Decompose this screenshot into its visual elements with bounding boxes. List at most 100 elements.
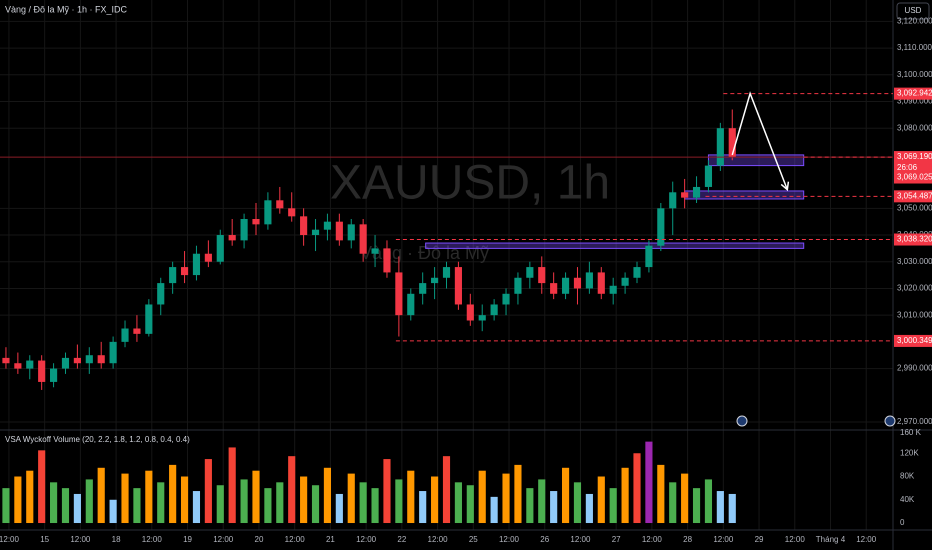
x-tick-label: 15 <box>40 535 49 544</box>
candle-body <box>2 357 10 364</box>
candle-body <box>264 200 272 225</box>
level-label: 3,092.942 <box>897 89 932 98</box>
x-tick-label: 19 <box>183 535 192 544</box>
volume-tick-label: 40K <box>900 495 915 504</box>
candle-body <box>228 235 236 241</box>
candle-body <box>145 304 153 334</box>
volume-tick-label: 160 K <box>900 428 922 437</box>
volume-bar <box>526 488 534 524</box>
volume-bar <box>490 496 498 524</box>
volume-bar <box>133 488 141 524</box>
volume-bar <box>311 485 320 524</box>
level-label: 3,054.487 <box>897 191 932 200</box>
y-tick-label: 3,090.000 <box>897 97 932 106</box>
volume-bar <box>240 479 248 524</box>
candle-body <box>538 267 546 284</box>
y-tick-label: 3,050.000 <box>897 203 932 212</box>
candle-body <box>407 293 415 316</box>
candle-body <box>478 315 486 321</box>
y-tick-label: 3,020.000 <box>897 284 932 293</box>
candle-body <box>121 328 129 342</box>
volume-bar <box>704 479 713 524</box>
candle-body <box>14 363 22 369</box>
y-tick-label: 2,990.000 <box>897 364 932 373</box>
candle-body <box>657 208 665 246</box>
volume-bar <box>609 488 617 524</box>
level-tag <box>894 87 932 100</box>
candle-body <box>276 200 284 209</box>
level-tag <box>894 334 932 347</box>
volume-bar <box>264 488 272 524</box>
candle-body <box>585 272 593 289</box>
x-tick-label: 12:00 <box>213 535 234 544</box>
y-tick-label: 3,110.000 <box>897 43 932 52</box>
volume-bar <box>180 476 189 524</box>
candle-body <box>704 165 713 187</box>
volume-bar <box>216 485 224 524</box>
candle-body <box>490 304 498 316</box>
candle-body <box>335 221 343 241</box>
candle-body <box>550 283 558 294</box>
volume-bar <box>97 467 105 524</box>
candle-body <box>692 186 701 198</box>
volume-bar <box>323 467 332 524</box>
volume-bar <box>73 493 81 524</box>
x-tick-label: 12:00 <box>713 535 734 544</box>
volume-bar <box>61 488 70 524</box>
volume-bar <box>657 464 665 524</box>
volume-bar <box>454 482 462 524</box>
bid-price-label: 3,069.025 <box>897 173 932 182</box>
level-label: 3,000.349 <box>897 336 932 345</box>
y-tick-label: 3,100.000 <box>897 70 932 79</box>
watermark-sub: Vàng · Đô la Mỹ <box>360 243 489 263</box>
chart-title: Vàng / Đô la Mỹ · 1h · FX_IDC <box>5 4 128 14</box>
candle-body <box>431 277 439 284</box>
y-tick-label: 3,080.000 <box>897 123 932 132</box>
volume-bar <box>431 476 439 524</box>
candle-body <box>633 267 641 278</box>
x-tick-label: 20 <box>255 535 264 544</box>
candle-body <box>192 253 201 276</box>
candle-body <box>38 360 46 382</box>
volume-bar <box>157 482 165 524</box>
y-tick-label: 3,120.000 <box>897 16 932 25</box>
volume-bar <box>585 493 593 524</box>
y-tick-label: 2,970.000 <box>897 417 932 426</box>
candle-body <box>502 293 510 305</box>
event-icon[interactable] <box>736 415 748 427</box>
event-icon[interactable] <box>884 415 896 427</box>
volume-bar <box>335 493 343 524</box>
x-tick-label: Tháng 4 <box>816 535 846 544</box>
x-tick-label: 27 <box>612 535 621 544</box>
currency-button[interactable] <box>896 2 930 20</box>
candle-body <box>609 285 617 294</box>
volume-bar <box>681 473 689 524</box>
candle-body <box>85 355 93 364</box>
x-tick-label: 22 <box>397 535 406 544</box>
volume-tick-label: 0 <box>900 518 905 527</box>
volume-tick-label: 80K <box>900 472 915 481</box>
x-tick-label: 12:00 <box>785 535 806 544</box>
volume-bar <box>478 470 486 524</box>
candle-body <box>347 224 355 241</box>
x-tick-label: 21 <box>326 535 335 544</box>
candle-body <box>216 235 224 262</box>
volume-bar <box>573 482 582 524</box>
candle-body <box>561 277 570 294</box>
volume-bar <box>2 488 10 524</box>
x-tick-label: 12:00 <box>499 535 520 544</box>
arrow-path <box>731 91 789 190</box>
candle-body <box>526 267 534 278</box>
volume-bar <box>347 473 355 524</box>
x-tick-label: 12:00 <box>570 535 591 544</box>
candle-body <box>252 219 260 225</box>
candle-body <box>169 267 177 284</box>
candle-body <box>681 192 689 198</box>
volume-bar <box>26 470 34 524</box>
volume-bar <box>276 482 284 524</box>
volume-bar <box>14 476 22 524</box>
candle-body <box>61 357 70 369</box>
x-tick-label: 12:00 <box>428 535 449 544</box>
